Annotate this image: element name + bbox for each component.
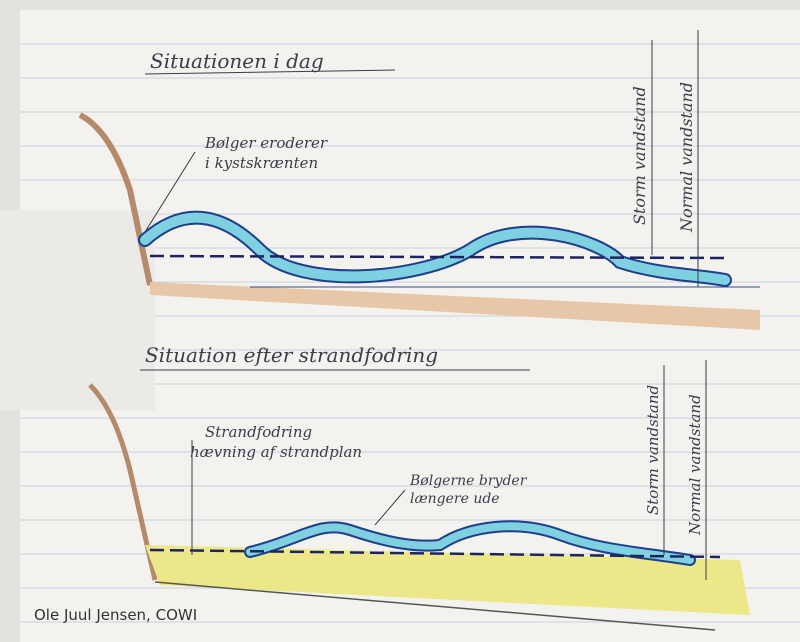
top-title: Situationen i dag <box>150 49 324 73</box>
note: i kystskrænten <box>205 154 318 172</box>
storm-level <box>149 254 726 260</box>
storm-label: Storm vandstand <box>644 385 662 515</box>
note: Bølgerne bryder <box>409 473 528 489</box>
pointer <box>144 151 196 233</box>
credit: Ole Juul Jensen, COWI <box>34 606 197 624</box>
cliff <box>78 112 153 286</box>
storm-level <box>149 548 721 559</box>
wave <box>246 522 694 564</box>
sand <box>145 545 750 615</box>
cliff <box>88 383 158 581</box>
note: Bølger eroderer <box>204 134 328 152</box>
normal-label: Normal vandstand <box>677 82 696 233</box>
note: hævning af strandplan <box>190 443 362 461</box>
note: længere ude <box>410 491 500 507</box>
bottom-title: Situation efter strandfodring <box>145 343 438 367</box>
pointer <box>374 489 406 526</box>
storm-label: Storm vandstand <box>630 86 649 225</box>
normal-label: Normal vandstand <box>686 394 704 536</box>
old-seabed <box>154 581 716 631</box>
underline <box>144 69 396 75</box>
side-panel <box>0 210 155 410</box>
wave <box>140 212 730 285</box>
seabed <box>150 282 760 330</box>
note: Strandfodring <box>205 423 312 441</box>
